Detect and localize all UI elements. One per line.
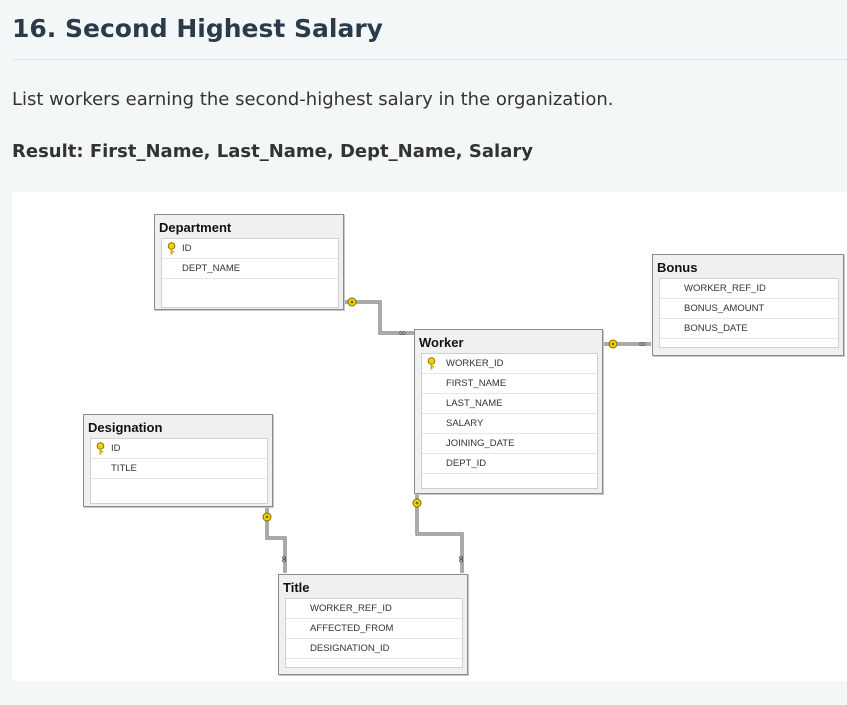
table-title: Worker	[419, 335, 464, 350]
column-name: AFFECTED_FROM	[310, 623, 394, 634]
relationship-designation-title: ∞	[262, 506, 289, 573]
column-name: BONUS_AMOUNT	[684, 303, 765, 314]
key-end-icon	[412, 498, 422, 508]
result-columns: Result: First_Name, Last_Name, Dept_Name…	[12, 141, 533, 162]
key-end-icon	[608, 339, 618, 349]
column-row: WORKER_REF_ID	[286, 599, 462, 619]
column-name: DEPT_NAME	[182, 263, 241, 274]
column-name: SALARY	[446, 418, 484, 429]
column-name: WORKER_REF_ID	[310, 603, 392, 614]
column-name: ID	[111, 443, 121, 454]
column-name: DESIGNATION_ID	[310, 643, 390, 654]
column-row: DEPT_NAME	[162, 259, 338, 279]
column-row: WORKER_ID	[422, 354, 597, 374]
page-title: 16. Second Highest Salary	[12, 14, 383, 43]
key-icon	[96, 442, 105, 455]
column-row: TITLE	[91, 459, 267, 479]
infinity-end-icon: ∞	[455, 555, 466, 563]
key-end-icon	[347, 297, 357, 307]
table-title: Designation	[88, 420, 163, 435]
divider	[12, 59, 847, 60]
column-row: DEPT_ID	[422, 454, 597, 474]
key-icon	[167, 242, 176, 255]
column-name: ID	[182, 243, 192, 254]
question-description: List workers earning the second-highest …	[12, 89, 614, 110]
column-row: LAST_NAME	[422, 394, 597, 414]
column-row: DESIGNATION_ID	[286, 639, 462, 659]
column-list: ID TITLE	[90, 438, 268, 504]
key-end-icon	[262, 512, 272, 522]
column-name: DEPT_ID	[446, 458, 487, 469]
table-title: Title	[283, 580, 310, 595]
column-name: BONUS_DATE	[684, 323, 748, 334]
column-row: ID	[91, 439, 267, 459]
relationship-department-worker: ∞	[344, 297, 415, 339]
column-row: ID	[162, 239, 338, 259]
table-department[interactable]: Department ID DEPT_NAME	[154, 214, 344, 310]
column-name: LAST_NAME	[446, 398, 503, 409]
column-name: TITLE	[111, 463, 137, 474]
column-row: SALARY	[422, 414, 597, 434]
column-row: BONUS_AMOUNT	[660, 299, 838, 319]
column-row: FIRST_NAME	[422, 374, 597, 394]
table-title: Bonus	[657, 260, 698, 275]
column-list: WORKER_REF_ID BONUS_AMOUNT BONUS_DATE	[659, 278, 839, 348]
column-name: WORKER_ID	[446, 358, 504, 369]
column-name: FIRST_NAME	[446, 378, 507, 389]
column-name: JOINING_DATE	[446, 438, 515, 449]
relationship-worker-bonus: ∞	[603, 339, 651, 350]
infinity-end-icon: ∞	[398, 328, 406, 339]
relationship-worker-title: ∞	[412, 493, 466, 573]
column-list: WORKER_REF_ID AFFECTED_FROM DESIGNATION_…	[285, 598, 463, 668]
key-icon	[427, 357, 436, 370]
schema-diagram: ∞ ∞ ∞ ∞ Department ID	[12, 192, 847, 681]
table-bonus[interactable]: Bonus WORKER_REF_ID BONUS_AMOUNT BONUS_D…	[652, 254, 844, 356]
table-worker[interactable]: Worker WORKER_ID FIRST_NAME LAST_NAME SA…	[414, 329, 603, 494]
column-list: WORKER_ID FIRST_NAME LAST_NAME SALARY JO…	[421, 353, 598, 489]
infinity-end-icon: ∞	[278, 555, 289, 563]
relationship-lines: ∞ ∞ ∞ ∞	[262, 297, 651, 573]
table-title-entity[interactable]: Title WORKER_REF_ID AFFECTED_FROM DESIGN…	[278, 574, 468, 675]
table-designation[interactable]: Designation ID TITLE	[83, 414, 273, 507]
column-row: AFFECTED_FROM	[286, 619, 462, 639]
column-row: BONUS_DATE	[660, 319, 838, 339]
column-row: JOINING_DATE	[422, 434, 597, 454]
column-name: WORKER_REF_ID	[684, 283, 766, 294]
column-row: WORKER_REF_ID	[660, 279, 838, 299]
table-title: Department	[159, 220, 232, 235]
column-list: ID DEPT_NAME	[161, 238, 339, 308]
infinity-end-icon: ∞	[638, 339, 646, 350]
